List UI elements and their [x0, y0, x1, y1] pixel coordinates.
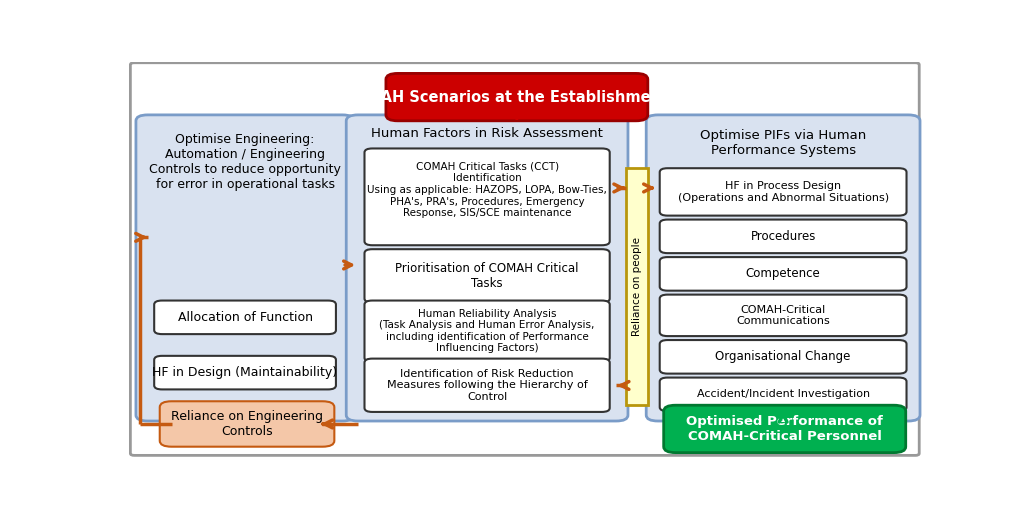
- Text: Procedures: Procedures: [751, 230, 816, 243]
- FancyBboxPatch shape: [155, 356, 336, 389]
- Text: Prioritisation of COMAH Critical
Tasks: Prioritisation of COMAH Critical Tasks: [395, 262, 579, 290]
- Text: Optimise PIFs via Human
Performance Systems: Optimise PIFs via Human Performance Syst…: [700, 129, 866, 156]
- FancyBboxPatch shape: [155, 301, 336, 334]
- Text: Accident/Incident Investigation: Accident/Incident Investigation: [696, 389, 869, 399]
- Text: COMAH Critical Tasks (CCT)
Identification
Using as applicable: HAZOPS, LOPA, Bow: COMAH Critical Tasks (CCT) Identificatio…: [368, 162, 607, 218]
- Text: COMAH-Critical
Communications: COMAH-Critical Communications: [736, 305, 830, 326]
- Text: Organisational Change: Organisational Change: [716, 350, 851, 363]
- Text: Competence: Competence: [745, 267, 820, 281]
- Text: Reliance on people: Reliance on people: [632, 237, 642, 336]
- Text: Reliance on Engineering
Controls: Reliance on Engineering Controls: [171, 410, 323, 438]
- FancyBboxPatch shape: [659, 340, 906, 373]
- FancyBboxPatch shape: [365, 301, 609, 362]
- FancyBboxPatch shape: [659, 220, 906, 253]
- Text: Optimised Performance of
COMAH-Critical Personnel: Optimised Performance of COMAH-Critical …: [686, 415, 883, 443]
- FancyBboxPatch shape: [160, 401, 334, 447]
- Text: MAH Scenarios at the Establishment: MAH Scenarios at the Establishment: [366, 90, 668, 105]
- Text: Optimise Engineering:
Automation / Engineering
Controls to reduce opportunity
fo: Optimise Engineering: Automation / Engin…: [150, 133, 341, 191]
- FancyBboxPatch shape: [365, 249, 609, 303]
- FancyBboxPatch shape: [626, 168, 648, 405]
- Text: Human Reliability Analysis
(Task Analysis and Human Error Analysis,
including id: Human Reliability Analysis (Task Analysi…: [380, 308, 595, 353]
- Text: HF in Process Design
(Operations and Abnormal Situations): HF in Process Design (Operations and Abn…: [678, 181, 889, 203]
- FancyBboxPatch shape: [659, 257, 906, 291]
- Text: Identification of Risk Reduction
Measures following the Hierarchy of
Control: Identification of Risk Reduction Measure…: [387, 369, 588, 402]
- FancyBboxPatch shape: [136, 115, 354, 421]
- FancyBboxPatch shape: [346, 115, 628, 421]
- Text: HF in Design (Maintainability): HF in Design (Maintainability): [153, 366, 338, 379]
- FancyBboxPatch shape: [659, 378, 906, 411]
- FancyBboxPatch shape: [664, 405, 905, 452]
- FancyBboxPatch shape: [646, 115, 920, 421]
- Text: Allocation of Function: Allocation of Function: [177, 311, 312, 324]
- Text: Human Factors in Risk Assessment: Human Factors in Risk Assessment: [371, 127, 603, 140]
- FancyBboxPatch shape: [659, 168, 906, 215]
- FancyBboxPatch shape: [365, 148, 609, 245]
- FancyBboxPatch shape: [659, 294, 906, 336]
- FancyBboxPatch shape: [130, 63, 920, 456]
- FancyBboxPatch shape: [386, 73, 648, 121]
- FancyBboxPatch shape: [365, 359, 609, 412]
